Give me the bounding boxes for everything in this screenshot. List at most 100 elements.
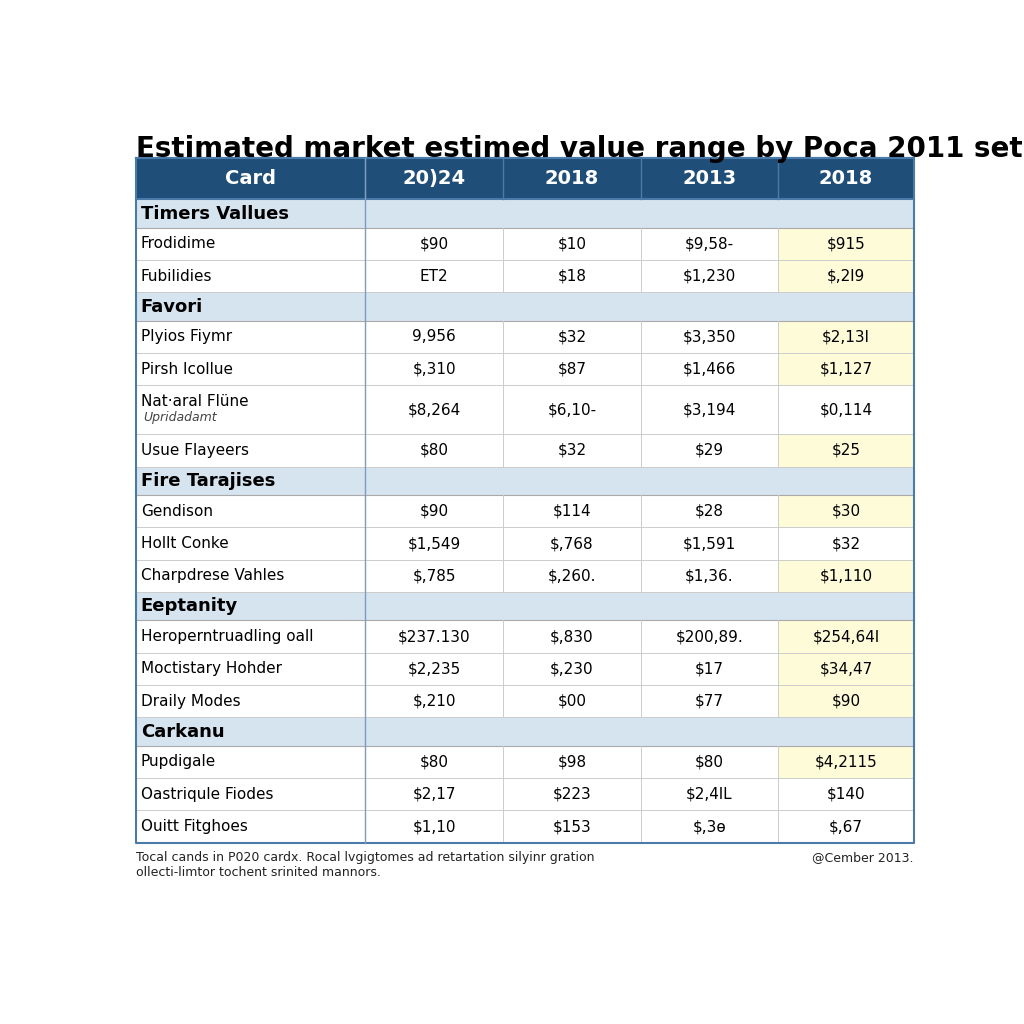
Text: $32: $32 xyxy=(557,443,587,458)
Text: $34,47: $34,47 xyxy=(819,662,872,677)
Text: $,785: $,785 xyxy=(413,568,456,584)
Text: $90: $90 xyxy=(420,237,449,252)
Bar xyxy=(778,621,913,652)
Text: $1,110: $1,110 xyxy=(819,568,872,584)
Text: @Cember 2013.: @Cember 2013. xyxy=(812,851,913,863)
Text: Pirsh Icollue: Pirsh Icollue xyxy=(140,361,232,377)
Text: Moctistary Hohder: Moctistary Hohder xyxy=(140,662,282,677)
Text: 2018: 2018 xyxy=(819,169,873,188)
Text: $2,13l: $2,13l xyxy=(822,330,870,344)
Text: Draily Modes: Draily Modes xyxy=(140,693,241,709)
Bar xyxy=(136,227,913,260)
Text: $9,58-: $9,58- xyxy=(685,237,734,252)
Bar xyxy=(136,293,913,321)
Text: Pupdigale: Pupdigale xyxy=(140,755,216,769)
Text: Carkanu: Carkanu xyxy=(140,723,224,740)
Text: Charpdrese Vahles: Charpdrese Vahles xyxy=(140,568,284,584)
Text: Frodidime: Frodidime xyxy=(140,237,216,252)
Bar xyxy=(136,260,913,293)
Text: $,3ѳ: $,3ѳ xyxy=(692,819,726,835)
Text: $1,127: $1,127 xyxy=(819,361,872,377)
Text: $3,350: $3,350 xyxy=(683,330,736,344)
Bar xyxy=(778,227,913,260)
Bar xyxy=(136,621,913,652)
Bar xyxy=(136,778,913,810)
Text: $,210: $,210 xyxy=(413,693,456,709)
Text: $80: $80 xyxy=(695,755,724,769)
Text: $00: $00 xyxy=(557,693,587,709)
Bar xyxy=(136,159,913,200)
Bar xyxy=(778,560,913,592)
Text: Upridadamt: Upridadamt xyxy=(143,411,217,424)
Text: $153: $153 xyxy=(553,819,591,835)
Text: 2018: 2018 xyxy=(545,169,599,188)
Text: $,2l9: $,2l9 xyxy=(826,268,865,284)
Text: $80: $80 xyxy=(420,443,449,458)
Bar xyxy=(136,560,913,592)
Text: $6,10-: $6,10- xyxy=(547,402,596,418)
Text: Favori: Favori xyxy=(140,298,203,315)
Bar xyxy=(136,495,913,527)
Text: $29: $29 xyxy=(695,443,724,458)
Text: $17: $17 xyxy=(695,662,724,677)
Text: 2013: 2013 xyxy=(682,169,736,188)
Text: $200,89.: $200,89. xyxy=(676,629,743,644)
Bar xyxy=(778,260,913,293)
Text: Heroperntruadling oall: Heroperntruadling oall xyxy=(140,629,313,644)
Bar xyxy=(778,685,913,718)
Text: 9,956: 9,956 xyxy=(413,330,456,344)
Bar xyxy=(136,718,913,745)
Text: $10: $10 xyxy=(557,237,587,252)
Text: $2,17: $2,17 xyxy=(413,786,456,802)
Text: $8,264: $8,264 xyxy=(408,402,461,418)
Text: $,310: $,310 xyxy=(413,361,456,377)
Text: $32: $32 xyxy=(831,536,860,551)
Bar xyxy=(778,434,913,467)
Text: Eeptanity: Eeptanity xyxy=(140,597,238,615)
Bar xyxy=(136,652,913,685)
Text: $25: $25 xyxy=(831,443,860,458)
Text: $1,10: $1,10 xyxy=(413,819,456,835)
Text: $28: $28 xyxy=(695,504,724,519)
Text: $2,4lL: $2,4lL xyxy=(686,786,733,802)
Bar xyxy=(778,353,913,385)
Text: $915: $915 xyxy=(826,237,865,252)
Text: Gendison: Gendison xyxy=(140,504,213,519)
Bar xyxy=(136,527,913,560)
Text: $,260.: $,260. xyxy=(548,568,596,584)
Text: $,768: $,768 xyxy=(550,536,594,551)
Text: Tocal cands in P020 cardx. Rocal lvgigtomes ad retartation silyinr gration
ollec: Tocal cands in P020 cardx. Rocal lvgigto… xyxy=(136,851,595,879)
Text: $2,235: $2,235 xyxy=(408,662,461,677)
Bar xyxy=(778,745,913,778)
Text: $32: $32 xyxy=(557,330,587,344)
Text: Fire Tarajises: Fire Tarajises xyxy=(140,472,275,489)
Text: $,67: $,67 xyxy=(829,819,863,835)
Bar xyxy=(136,321,913,353)
Text: $1,591: $1,591 xyxy=(683,536,736,551)
Bar xyxy=(136,200,913,227)
Text: $237.130: $237.130 xyxy=(398,629,470,644)
Text: Estimated market estimed value range by Poca 2011 set: Estimated market estimed value range by … xyxy=(136,135,1023,163)
Text: $98: $98 xyxy=(557,755,587,769)
Bar xyxy=(136,745,913,778)
Bar xyxy=(136,353,913,385)
Bar xyxy=(778,652,913,685)
Bar xyxy=(136,467,913,495)
Text: $,230: $,230 xyxy=(550,662,594,677)
Text: $4,2115: $4,2115 xyxy=(815,755,878,769)
Text: $254,64l: $254,64l xyxy=(812,629,880,644)
Text: Nat·aral Flüne: Nat·aral Flüne xyxy=(140,393,249,409)
Text: 20)24: 20)24 xyxy=(402,169,466,188)
Text: $30: $30 xyxy=(831,504,860,519)
Text: Oastriqule Fiodes: Oastriqule Fiodes xyxy=(140,786,273,802)
Text: $1,549: $1,549 xyxy=(408,536,461,551)
Text: $1,466: $1,466 xyxy=(683,361,736,377)
Text: ET2: ET2 xyxy=(420,268,449,284)
Text: $1,230: $1,230 xyxy=(683,268,736,284)
Text: $3,194: $3,194 xyxy=(683,402,736,418)
Bar xyxy=(778,495,913,527)
Text: Ouitt Fitghoes: Ouitt Fitghoes xyxy=(140,819,248,835)
Text: Card: Card xyxy=(225,169,276,188)
Text: $1,36.: $1,36. xyxy=(685,568,734,584)
Text: Hollt Conke: Hollt Conke xyxy=(140,536,228,551)
